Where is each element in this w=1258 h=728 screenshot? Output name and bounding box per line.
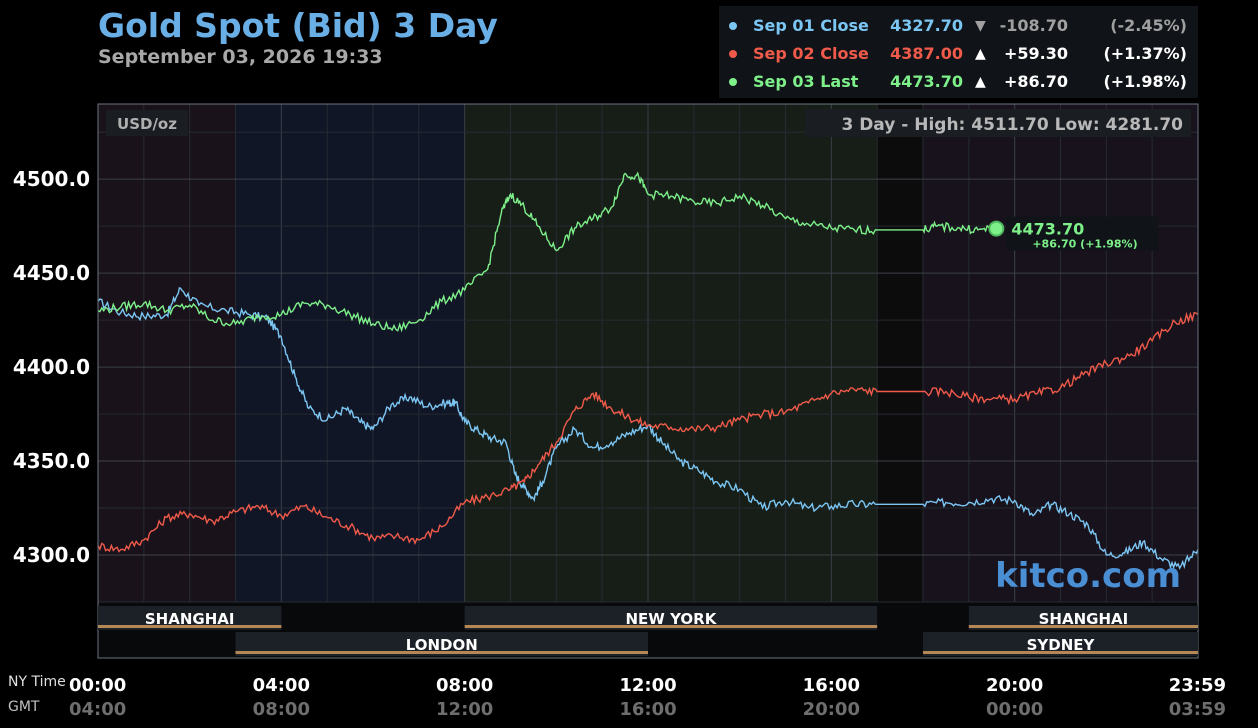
- up-arrow-icon: ▲: [975, 46, 986, 62]
- legend-change: -108.70: [999, 16, 1068, 35]
- session-shade: [464, 104, 878, 602]
- y-tick-label: 4400.0: [13, 355, 90, 379]
- plot-border: [97, 103, 1199, 659]
- x-tick-gmt-label: 08:00: [253, 699, 310, 720]
- session-label: NEW YORK: [626, 610, 718, 628]
- last-change-label: +86.70 (+1.98%): [1032, 238, 1137, 251]
- page-title: Gold Spot (Bid) 3 Day: [98, 6, 498, 45]
- x-tick-gmt-label: 03:59: [1169, 699, 1226, 720]
- down-arrow-icon: ▼: [975, 18, 986, 34]
- session-bar: [923, 651, 1198, 654]
- legend-price: 4327.70: [890, 16, 963, 35]
- legend-row-sep03: Sep 03 Last 4473.70 ▲ +86.70 (+1.98%): [719, 69, 1198, 95]
- last-price-label: 4473.70: [1011, 220, 1084, 239]
- legend-percent: (+1.37%): [1103, 44, 1187, 63]
- x-tick-label: 23:59: [1169, 675, 1226, 696]
- y-tick-label: 4300.0: [13, 543, 90, 567]
- legend-row-sep01: Sep 01 Close 4327.70 ▼ -108.70 (-2.45%): [719, 13, 1198, 39]
- timestamp: September 03, 2026 19:33: [98, 46, 383, 68]
- legend-row-sep02: Sep 02 Close 4387.00 ▲ +59.30 (+1.37%): [719, 41, 1198, 67]
- series-line-sep-02-close: [98, 311, 1198, 553]
- x-tick-label: 08:00: [436, 675, 493, 696]
- y-tick-label: 4450.0: [13, 261, 90, 285]
- session-label: SYDNEY: [1027, 636, 1096, 654]
- legend-change: +86.70: [1003, 72, 1068, 91]
- x-tick-gmt-label: 00:00: [986, 699, 1043, 720]
- last-price-dot: [988, 220, 1005, 237]
- x-tick-label: 12:00: [619, 675, 676, 696]
- ny-time-label: NY Time: [8, 674, 66, 690]
- x-tick-gmt-label: 12:00: [436, 699, 493, 720]
- watermark: kitco.com: [995, 556, 1181, 596]
- series-dot-icon: [729, 22, 737, 30]
- x-tick-label: 20:00: [986, 675, 1043, 696]
- x-tick-gmt-label: 04:00: [69, 699, 126, 720]
- legend-price: 4473.70: [890, 72, 963, 91]
- session-label: LONDON: [406, 636, 478, 654]
- x-tick-gmt-label: 20:00: [803, 699, 860, 720]
- legend-percent: (-2.45%): [1110, 16, 1187, 35]
- series-dot-icon: [729, 78, 737, 86]
- unit-label-bg: [106, 110, 188, 136]
- y-tick-label: 4350.0: [13, 449, 90, 473]
- high-low-label: 3 Day - High: 4511.70 Low: 4281.70: [841, 115, 1183, 135]
- x-tick-label: 00:00: [69, 675, 126, 696]
- unit-label: USD/oz: [117, 115, 177, 133]
- session-shade: [98, 104, 236, 602]
- up-arrow-icon: ▲: [975, 74, 986, 90]
- session-shade: [877, 104, 923, 602]
- session-shade: [235, 104, 465, 602]
- session-label: SHANGHAI: [1039, 610, 1129, 628]
- legend-change: +59.30: [1003, 44, 1068, 63]
- series-line-sep-03-last: [98, 171, 997, 333]
- legend-price: 4387.00: [890, 44, 963, 63]
- y-tick-label: 4500.0: [13, 167, 90, 191]
- session-label: SHANGHAI: [145, 610, 235, 628]
- x-tick-label: 04:00: [253, 675, 310, 696]
- series-line-sep-01-close: [98, 287, 1198, 570]
- legend-name: Sep 03 Last: [753, 72, 859, 91]
- x-tick-label: 16:00: [803, 675, 860, 696]
- high-low-bg: [805, 109, 1191, 137]
- legend-percent: (+1.98%): [1103, 72, 1187, 91]
- last-price-box: [1006, 216, 1159, 251]
- session-bar: [98, 625, 282, 628]
- gmt-label: GMT: [8, 699, 40, 715]
- x-tick-gmt-label: 16:00: [619, 699, 676, 720]
- legend-name: Sep 02 Close: [753, 44, 869, 63]
- session-bar: [968, 625, 1198, 628]
- session-bar: [235, 651, 648, 654]
- legend: Sep 01 Close 4327.70 ▼ -108.70 (-2.45%) …: [719, 6, 1198, 98]
- legend-name: Sep 01 Close: [753, 16, 869, 35]
- session-bar: [464, 625, 878, 628]
- series-dot-icon: [729, 50, 737, 58]
